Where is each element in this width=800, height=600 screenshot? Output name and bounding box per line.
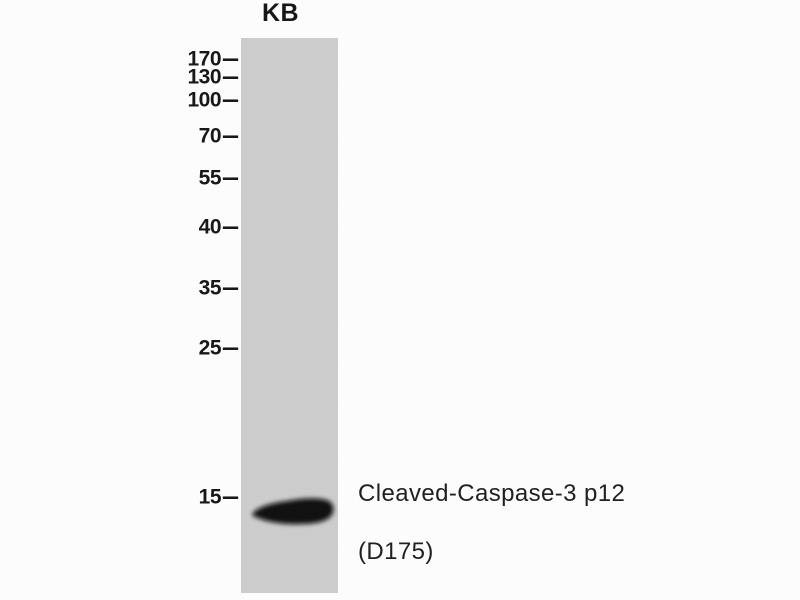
mw-marker-tick: ---: [222, 336, 239, 360]
mw-marker-tick: ---: [222, 88, 239, 112]
band-annotation-line2: (D175): [358, 538, 434, 565]
mw-marker-tick: ---: [222, 65, 239, 89]
mw-marker-tick: ---: [222, 485, 239, 509]
mw-marker-130: 130---: [187, 65, 239, 89]
mw-marker-70: 70---: [198, 124, 239, 148]
mw-marker-value: 25: [198, 336, 222, 360]
mw-marker-25: 25---: [198, 336, 239, 360]
mw-marker-15: 15---: [198, 485, 239, 509]
mw-marker-value: 40: [198, 215, 222, 239]
lane-label: KB: [261, 0, 300, 27]
mw-marker-value: 15: [198, 485, 222, 509]
mw-marker-tick: ---: [222, 276, 239, 300]
mw-marker-value: 100: [187, 88, 222, 112]
mw-marker-tick: ---: [222, 215, 239, 239]
mw-marker-tick: ---: [222, 124, 239, 148]
mw-marker-value: 70: [198, 124, 222, 148]
mw-marker-35: 35---: [198, 276, 239, 300]
protein-band-shape: [252, 498, 334, 525]
mw-marker-value: 130: [187, 65, 222, 89]
band-annotation-line1: Cleaved-Caspase-3 p12: [358, 480, 626, 507]
protein-band: [252, 498, 334, 525]
mw-marker-100: 100---: [187, 88, 239, 112]
mw-marker-value: 35: [198, 276, 222, 300]
mw-marker-55: 55---: [198, 166, 239, 190]
mw-marker-value: 55: [198, 166, 222, 190]
mw-marker-tick: ---: [222, 166, 239, 190]
mw-marker-40: 40---: [198, 215, 239, 239]
